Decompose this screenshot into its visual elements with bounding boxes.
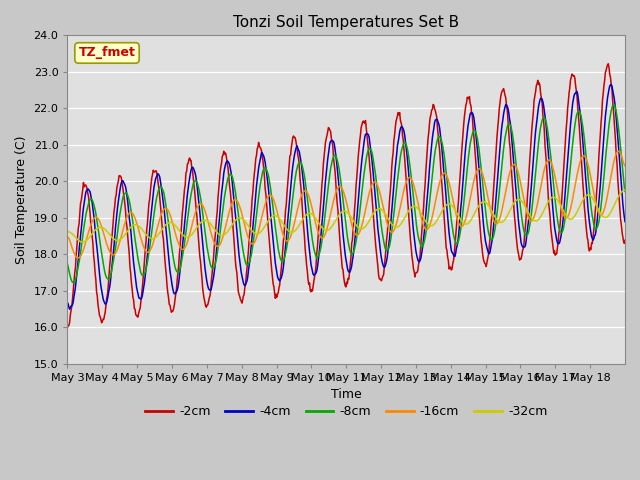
-32cm: [404, 208, 412, 214]
-8cm: [260, 166, 268, 172]
-2cm: [404, 197, 412, 203]
-32cm: [130, 222, 138, 228]
-16cm: [621, 163, 629, 169]
-2cm: [259, 159, 267, 165]
-8cm: [436, 134, 444, 140]
-4cm: [281, 251, 289, 256]
-4cm: [130, 260, 138, 265]
-8cm: [130, 226, 138, 231]
-16cm: [436, 180, 444, 185]
-4cm: [404, 167, 412, 173]
-32cm: [63, 228, 71, 234]
-4cm: [436, 125, 444, 131]
-8cm: [621, 189, 629, 194]
-16cm: [63, 234, 71, 240]
-32cm: [260, 225, 268, 231]
-2cm: [604, 61, 612, 67]
Line: -16cm: -16cm: [67, 151, 625, 258]
Line: -4cm: -4cm: [67, 84, 625, 309]
Line: -32cm: -32cm: [67, 190, 625, 242]
-16cm: [281, 236, 289, 242]
-16cm: [260, 206, 268, 212]
-8cm: [281, 254, 289, 260]
Legend: -2cm, -4cm, -8cm, -16cm, -32cm: -2cm, -4cm, -8cm, -16cm, -32cm: [140, 400, 552, 423]
Title: Tonzi Soil Temperatures Set B: Tonzi Soil Temperatures Set B: [233, 15, 460, 30]
-4cm: [232, 219, 240, 225]
-32cm: [621, 187, 629, 192]
-32cm: [79, 239, 86, 245]
-8cm: [63, 261, 71, 267]
-2cm: [63, 324, 71, 330]
-4cm: [260, 153, 268, 159]
-16cm: [404, 175, 412, 181]
-8cm: [404, 152, 412, 157]
-4cm: [621, 219, 629, 225]
-16cm: [232, 197, 240, 203]
-16cm: [130, 212, 138, 218]
-4cm: [63, 300, 71, 305]
X-axis label: Time: Time: [331, 388, 362, 401]
-8cm: [69, 280, 77, 286]
-32cm: [436, 213, 444, 218]
Line: -2cm: -2cm: [67, 64, 625, 327]
Y-axis label: Soil Temperature (C): Soil Temperature (C): [15, 135, 28, 264]
-8cm: [232, 194, 240, 200]
-2cm: [129, 294, 137, 300]
-2cm: [435, 141, 443, 147]
Line: -8cm: -8cm: [67, 105, 625, 283]
-4cm: [66, 306, 74, 312]
Text: TZ_fmet: TZ_fmet: [79, 47, 136, 60]
-16cm: [614, 148, 622, 154]
-4cm: [607, 82, 615, 87]
-2cm: [232, 258, 239, 264]
-2cm: [280, 231, 288, 237]
-2cm: [621, 237, 629, 243]
-32cm: [232, 217, 240, 223]
-16cm: [74, 255, 82, 261]
-32cm: [281, 224, 289, 229]
-8cm: [609, 102, 617, 108]
